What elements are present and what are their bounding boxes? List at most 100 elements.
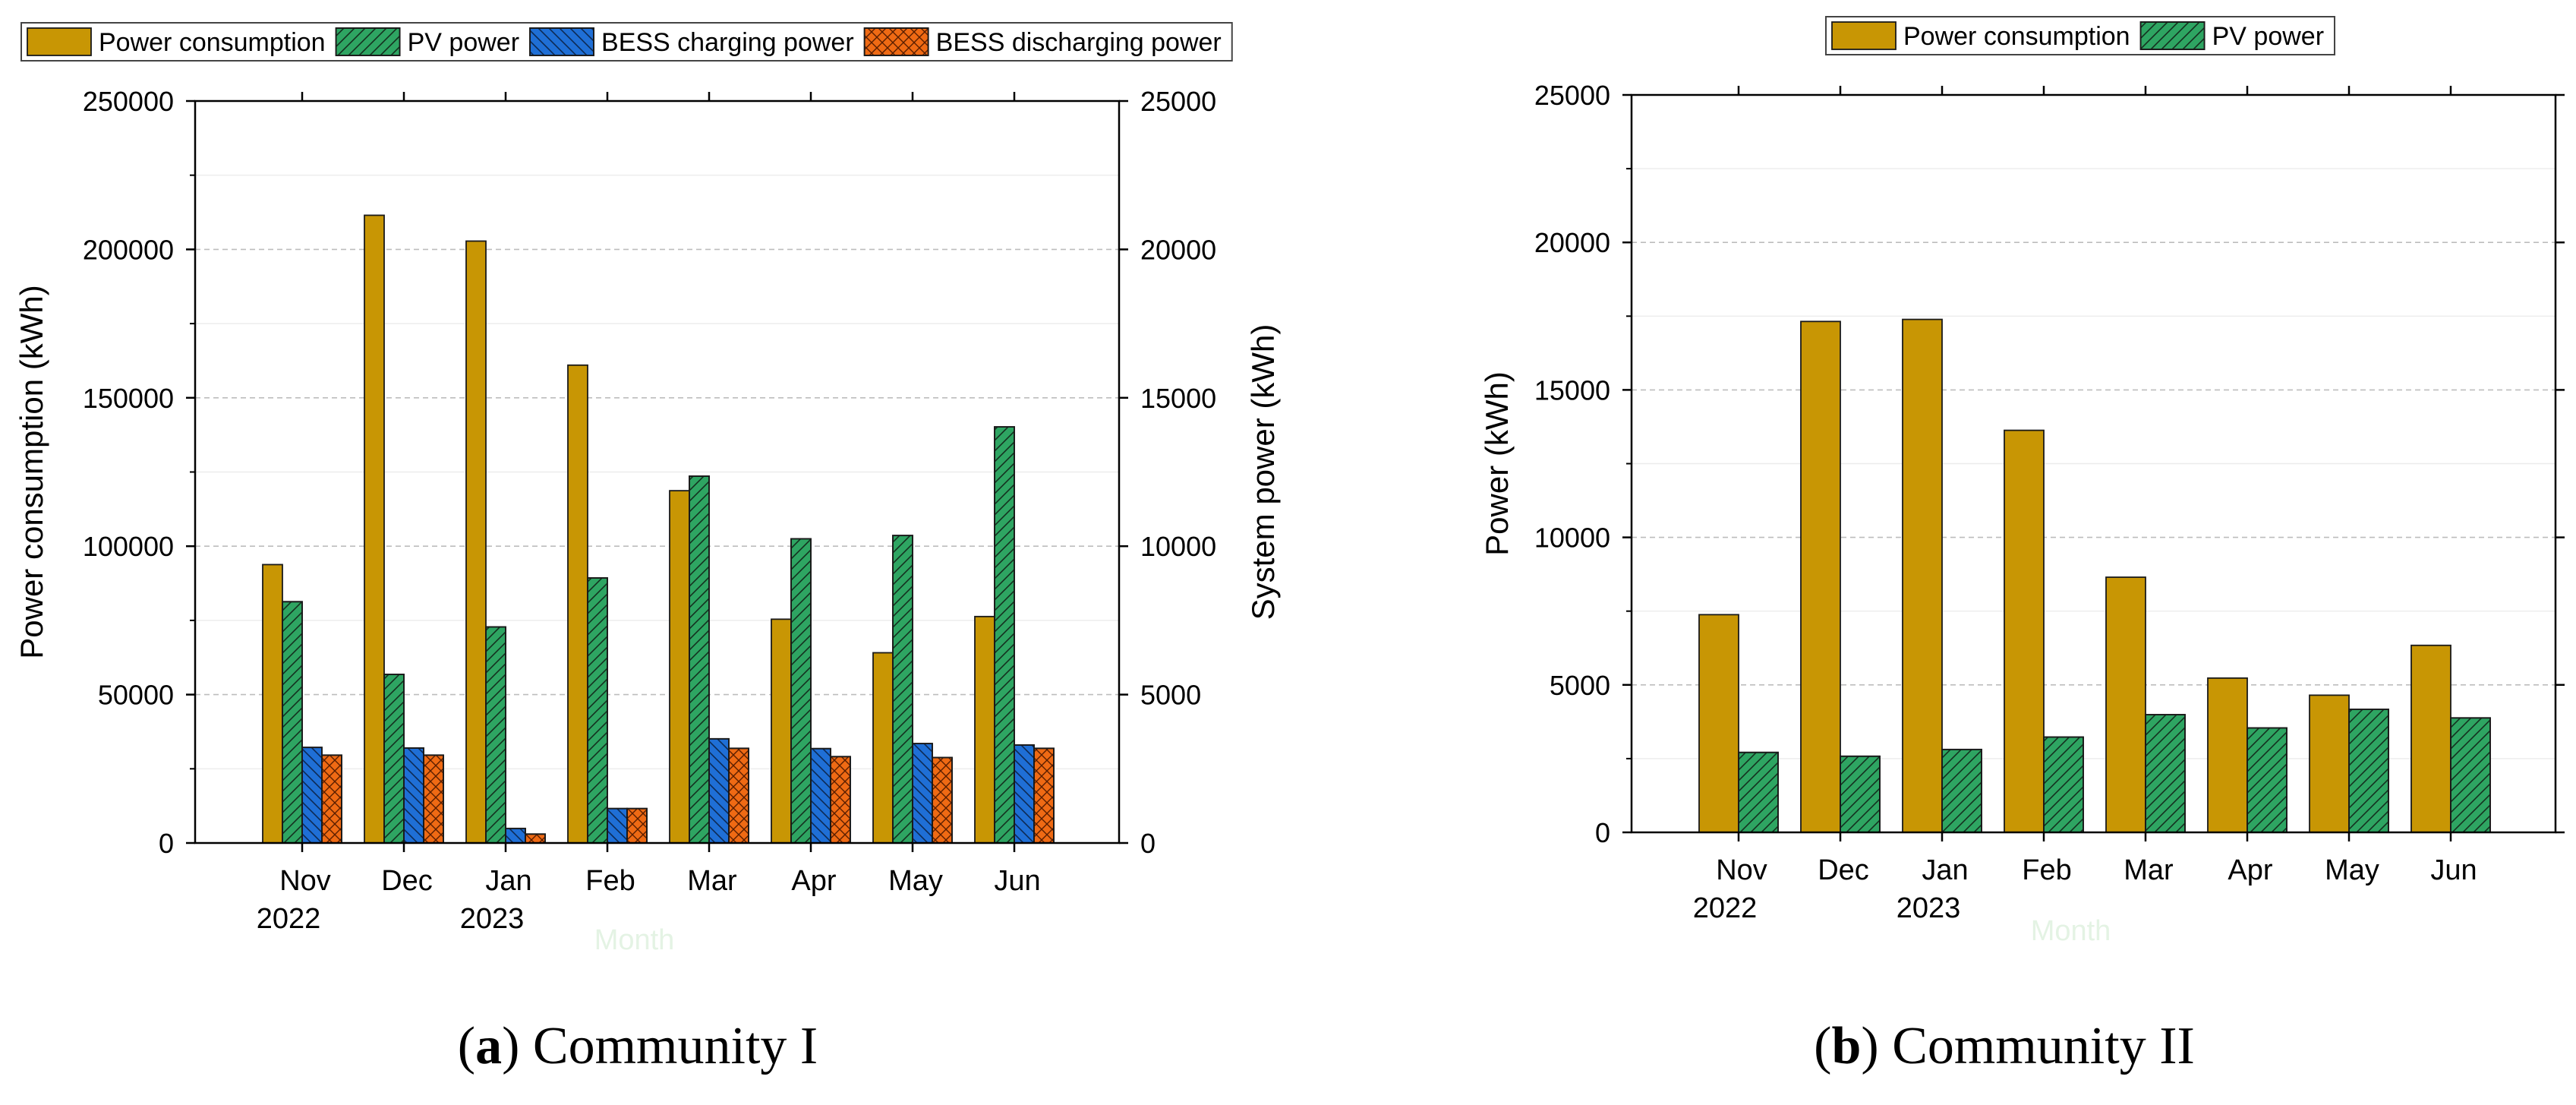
bar-hatch-pv-power [2043, 736, 2084, 833]
y-tick-label: 150000 [83, 383, 174, 414]
bar-power-consumption [1902, 318, 1943, 833]
y-tick-label: 10000 [1534, 523, 1610, 554]
bar-hatch-pv-power [485, 626, 506, 844]
bar-power-consumption [2004, 429, 2045, 833]
ticks: 0 50000 100000 150000 200000 250000 0 5000 10000… [83, 86, 1216, 935]
x-tick-label: May [888, 865, 943, 897]
ticks: 0 5000 10000 15000 20000 25000 Nov 2022 Dec Jan 20… [1534, 80, 2565, 924]
bar-hatch-bess-charging [708, 737, 730, 844]
x-axis-label: Month [594, 924, 675, 956]
x-tick-label: Dec [381, 865, 433, 897]
x-year-label: 2022 [1693, 892, 1758, 924]
bar-hatch-bess-discharging [830, 756, 851, 844]
legend: Power consumption PV power [1825, 16, 2336, 55]
bar-hatch-pv-power [2450, 717, 2491, 833]
chart-panel-community-2: 0 5000 10000 15000 20000 25000 Nov 2022 Dec Jan 20… [1479, 16, 2565, 1075]
bar-hatch-pv-power [689, 475, 710, 844]
bar-hatch-bess-discharging [525, 833, 546, 844]
legend-label: Power consumption [99, 28, 326, 57]
bar-power-consumption [1800, 320, 1841, 833]
bar-hatch-bess-charging [810, 747, 831, 844]
x-axis-label: Month [2031, 915, 2111, 947]
legend: Power consumption PV power BESS charging p… [20, 22, 1233, 62]
x-tick-label: Jan [1922, 854, 1968, 886]
bar-power-consumption [771, 618, 792, 844]
bar-hatch-pv-power [383, 674, 405, 844]
chart-panel-community-1: 0 50000 100000 150000 200000 250000 0 5000 10000… [14, 22, 1281, 1075]
y-tick-label: 5000 [1550, 670, 1610, 701]
caption-letter: a [475, 1017, 502, 1075]
x-tick-label: Apr [791, 865, 836, 897]
y-axis-label-right: System power (kWh) [1245, 324, 1281, 620]
bar-hatch-pv-power [1941, 748, 1982, 833]
legend-swatch-power-consumption [27, 27, 92, 56]
x-tick-label: Apr [2228, 854, 2272, 886]
legend-swatch-power-consumption [1831, 21, 1897, 50]
bar-hatch-bess-charging [912, 743, 933, 844]
bar-hatch-pv-power [282, 601, 303, 844]
y-right-tick-label: 10000 [1140, 531, 1216, 562]
gridlines [195, 174, 1119, 769]
y-tick-label: 0 [159, 828, 174, 859]
legend-label: BESS discharging power [936, 28, 1222, 57]
bar-hatch-bess-discharging [728, 747, 749, 844]
bar-hatch-bess-charging [403, 747, 424, 844]
bar-hatch-bess-discharging [1033, 747, 1055, 844]
bar-power-consumption [262, 564, 283, 844]
bar-power-consumption [1698, 614, 1739, 833]
caption-letter: b [1831, 1017, 1861, 1075]
bar-hatch-bess-discharging [932, 756, 953, 844]
x-year-label: 2022 [257, 903, 321, 935]
bar-hatch-pv-power [587, 577, 608, 844]
x-tick-label: Jan [485, 865, 531, 897]
bar-hatch-bess-discharging [423, 754, 444, 844]
bars [262, 214, 1055, 844]
legend-swatch-hatch [529, 27, 594, 56]
x-tick-label: Jun [2430, 854, 2477, 886]
legend-swatch-hatch [335, 27, 401, 56]
bar-hatch-pv-power [790, 538, 812, 844]
y-tick-label: 0 [1595, 817, 1610, 848]
panel-caption: (b) Community II [1814, 1017, 2195, 1075]
bar-power-consumption [2207, 677, 2248, 833]
x-tick-label: Nov [1716, 854, 1767, 886]
y-right-tick-label: 15000 [1140, 383, 1216, 414]
x-tick-label: Nov [279, 865, 331, 897]
y-right-tick-label: 20000 [1140, 234, 1216, 265]
panel-caption: (a) Community I [458, 1017, 818, 1075]
bar-power-consumption [567, 364, 588, 844]
x-tick-label: Mar [687, 865, 737, 897]
x-tick-label: Mar [2124, 854, 2174, 886]
legend-box [20, 22, 1233, 62]
y-tick-label: 200000 [83, 234, 174, 265]
legend-label: PV power [408, 28, 519, 57]
y-tick-label: 50000 [98, 680, 174, 711]
y-axis-label: Power (kWh) [1479, 371, 1515, 556]
bar-hatch-bess-discharging [321, 754, 342, 844]
x-tick-label: Feb [2022, 854, 2071, 886]
y-axis-label: Power consumption (kWh) [14, 285, 49, 659]
bar-hatch-pv-power [1738, 751, 1779, 833]
bar-hatch-pv-power [994, 426, 1015, 844]
x-tick-label: May [2325, 854, 2379, 886]
bar-hatch-bess-charging [607, 807, 628, 844]
x-tick-label: Feb [585, 865, 635, 897]
bar-hatch-pv-power [1840, 755, 1881, 833]
gridlines [1632, 168, 2556, 759]
y-tick-label: 15000 [1534, 374, 1610, 406]
caption-title: Community I [519, 1017, 818, 1075]
caption-title: Community II [1879, 1017, 2195, 1075]
bar-power-consumption [465, 240, 487, 844]
legend-swatch-hatch [863, 27, 929, 56]
legend-swatch-hatch [2139, 21, 2206, 50]
bar-power-consumption [2309, 694, 2350, 833]
y-right-tick-label: 25000 [1140, 86, 1216, 117]
y-tick-label: 25000 [1534, 80, 1610, 111]
bar-hatch-bess-charging [1014, 744, 1035, 844]
bar-hatch-bess-charging [301, 747, 323, 844]
bar-power-consumption [974, 615, 995, 844]
bar-hatch-bess-charging [505, 827, 526, 844]
x-year-label: 2023 [1897, 892, 1961, 924]
bar-power-consumption [2410, 644, 2451, 833]
